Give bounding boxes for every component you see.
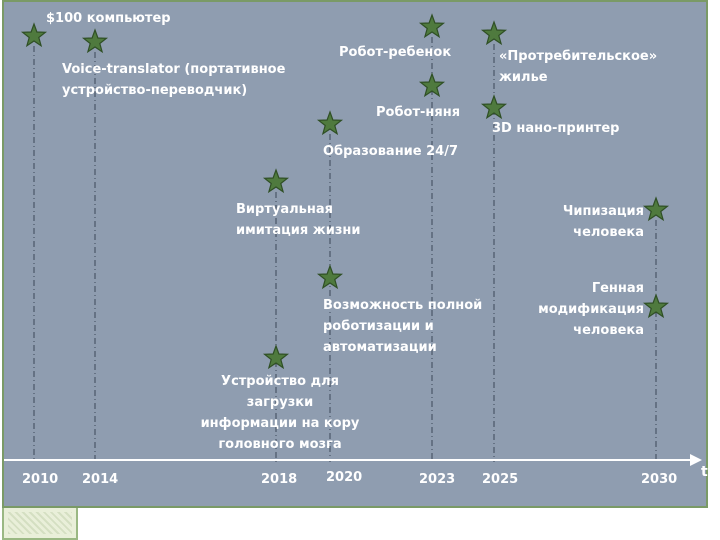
slide-corner-tab (2, 508, 78, 540)
star-icon-3d-nano-printer (480, 94, 508, 120)
year-label-2014: 2014 (82, 472, 119, 487)
year-label-2025: 2025 (482, 472, 519, 487)
star-icon-robot-nanny (418, 72, 446, 98)
right-margin (708, 0, 720, 540)
star-icon-full-robotization (316, 264, 344, 290)
event-label-brain-upload: Устройство для загрузки информации на ко… (200, 374, 360, 452)
star-icon-education (316, 110, 344, 136)
event-label-gene-modification: Генная модификация человека (538, 281, 644, 338)
star-icon-virtual-life (262, 168, 290, 194)
star-icon-voice-translator (81, 28, 109, 54)
year-label-2010: 2010 (22, 472, 59, 487)
time-axis (4, 454, 702, 466)
event-label-virtual-life: Виртуальная имитация жизни (236, 202, 361, 238)
star-icon-housing (480, 20, 508, 46)
event-label-full-robotization: Возможность полной роботизации и автомат… (323, 298, 483, 355)
event-label-chipization: Чипизация человека (562, 204, 644, 240)
timeline-panel (2, 0, 708, 508)
event-label-robot-nanny: Робот-няня (376, 105, 461, 120)
event-label-100-computer: $100 компьютер (46, 11, 171, 26)
year-label-2023: 2023 (419, 472, 456, 487)
time-axis-label: t (701, 464, 708, 480)
year-label-2018: 2018 (261, 472, 298, 487)
year-label-2020: 2020 (326, 470, 363, 485)
event-label-voice-translator: Voice-translator (портативное устройство… (62, 62, 286, 98)
star-icon-100-computer (20, 22, 48, 48)
star-icon-gene-modification (642, 293, 670, 319)
star-icon-robot-child (418, 13, 446, 39)
event-label-robot-child: Робот-ребенок (339, 45, 452, 60)
year-label-2030: 2030 (641, 472, 678, 487)
star-icon-chipization (642, 196, 670, 222)
event-label-3d-nano-printer: 3D нано-принтер (492, 121, 620, 136)
time-axis-arrow (690, 454, 702, 466)
event-label-housing: «Протребительское» жилье (499, 49, 658, 85)
event-label-education: Образование 24/7 (323, 144, 459, 159)
event-markers (20, 13, 670, 370)
star-icon-brain-upload (262, 344, 290, 370)
